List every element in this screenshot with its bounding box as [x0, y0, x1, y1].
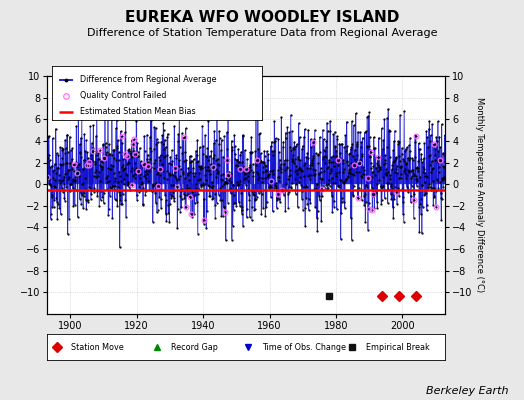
Text: Berkeley Earth: Berkeley Earth — [426, 386, 508, 396]
Text: Difference from Regional Average: Difference from Regional Average — [80, 75, 216, 84]
Text: Record Gap: Record Gap — [171, 342, 217, 352]
Text: Empirical Break: Empirical Break — [366, 342, 430, 352]
Text: Time of Obs. Change: Time of Obs. Change — [262, 342, 346, 352]
Text: Estimated Station Mean Bias: Estimated Station Mean Bias — [80, 107, 195, 116]
Text: Difference of Station Temperature Data from Regional Average: Difference of Station Temperature Data f… — [87, 28, 437, 38]
Text: EUREKA WFO WOODLEY ISLAND: EUREKA WFO WOODLEY ISLAND — [125, 10, 399, 25]
Text: Quality Control Failed: Quality Control Failed — [80, 91, 166, 100]
Text: Station Move: Station Move — [71, 342, 124, 352]
Y-axis label: Monthly Temperature Anomaly Difference (°C): Monthly Temperature Anomaly Difference (… — [475, 98, 484, 292]
